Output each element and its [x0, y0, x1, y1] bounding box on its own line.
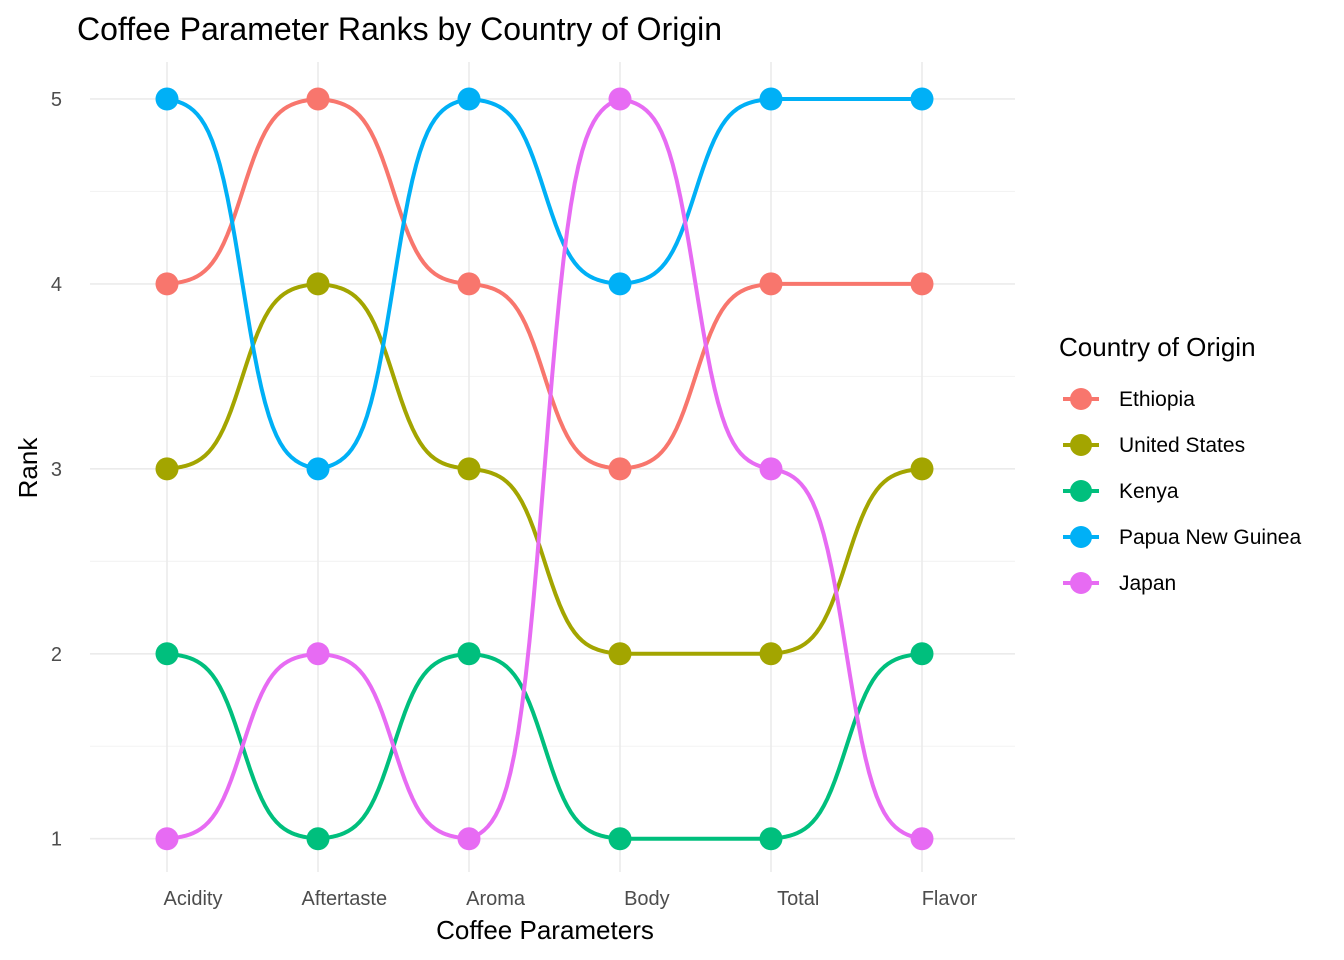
x-axis-ticks: Acidity Aftertaste Aroma Body Total Flavor	[164, 888, 978, 910]
legend-label: Ethiopia	[1119, 388, 1195, 411]
legend-item-papua-new-guinea: Papua New Guinea	[1063, 526, 1301, 549]
data-point-ethiopia	[910, 272, 934, 296]
series-line-united-states	[165, 281, 924, 656]
legend-key-point	[1070, 388, 1092, 410]
plot-grid	[90, 62, 1015, 872]
data-point-ethiopia	[457, 272, 481, 296]
data-point-papua-new-guinea	[759, 87, 783, 111]
legend-label: Papua New Guinea	[1119, 526, 1301, 549]
data-point-ethiopia	[608, 457, 632, 481]
legend-title: Country of Origin	[1059, 332, 1256, 362]
y-tick-label: 2	[51, 644, 62, 666]
x-tick-label: Aroma	[466, 888, 526, 910]
legend-label: Japan	[1119, 572, 1176, 595]
data-point-ethiopia	[155, 272, 179, 296]
x-tick-label: Acidity	[164, 888, 223, 910]
legend-items: Ethiopia United States Kenya Papua New Guin…	[1063, 388, 1301, 595]
x-axis-title: Coffee Parameters	[436, 915, 654, 945]
series-line-japan	[165, 96, 924, 841]
data-point-japan	[457, 827, 481, 851]
y-axis-title: Rank	[13, 437, 43, 499]
data-point-kenya	[155, 642, 179, 666]
y-axis-ticks: 1 2 3 4 5	[51, 89, 62, 851]
data-point-papua-new-guinea	[608, 272, 632, 296]
data-point-ethiopia	[306, 87, 330, 111]
legend: Country of Origin Ethiopia United States K…	[1059, 332, 1301, 595]
legend-item-japan: Japan	[1063, 572, 1176, 595]
data-point-papua-new-guinea	[306, 457, 330, 481]
data-point-united-states	[457, 457, 481, 481]
data-point-kenya	[759, 827, 783, 851]
legend-item-ethiopia: Ethiopia	[1063, 388, 1195, 411]
legend-key-point	[1070, 434, 1092, 456]
chart-title: Coffee Parameter Ranks by Country of Ori…	[77, 11, 722, 47]
data-point-japan	[155, 827, 179, 851]
data-point-japan	[759, 457, 783, 481]
y-tick-label: 3	[51, 459, 62, 481]
data-point-kenya	[457, 642, 481, 666]
y-tick-label: 1	[51, 829, 62, 851]
data-point-papua-new-guinea	[910, 87, 934, 111]
series-lines	[165, 96, 924, 841]
data-point-japan	[910, 827, 934, 851]
data-point-kenya	[306, 827, 330, 851]
series-points	[155, 87, 934, 851]
legend-item-kenya: Kenya	[1063, 480, 1179, 503]
data-point-papua-new-guinea	[155, 87, 179, 111]
legend-key-point	[1070, 572, 1092, 594]
legend-label: Kenya	[1119, 480, 1179, 503]
data-point-papua-new-guinea	[457, 87, 481, 111]
data-point-united-states	[910, 457, 934, 481]
y-tick-label: 4	[51, 274, 62, 296]
x-tick-label: Flavor	[922, 888, 978, 910]
x-tick-label: Aftertaste	[301, 888, 387, 910]
data-point-kenya	[910, 642, 934, 666]
legend-label: United States	[1119, 434, 1245, 457]
data-point-united-states	[155, 457, 179, 481]
series-line-ethiopia	[165, 96, 924, 471]
x-tick-label: Total	[777, 888, 819, 910]
data-point-kenya	[608, 827, 632, 851]
data-point-united-states	[306, 272, 330, 296]
legend-item-united-states: United States	[1063, 434, 1245, 457]
data-point-japan	[608, 87, 632, 111]
data-point-ethiopia	[759, 272, 783, 296]
data-point-japan	[306, 642, 330, 666]
data-point-united-states	[608, 642, 632, 666]
y-tick-label: 5	[51, 89, 62, 111]
legend-key-point	[1070, 526, 1092, 548]
series-line-papua-new-guinea	[165, 96, 924, 471]
data-point-united-states	[759, 642, 783, 666]
x-tick-label: Body	[624, 888, 670, 910]
legend-key-point	[1070, 480, 1092, 502]
series-line-kenya	[165, 651, 924, 841]
